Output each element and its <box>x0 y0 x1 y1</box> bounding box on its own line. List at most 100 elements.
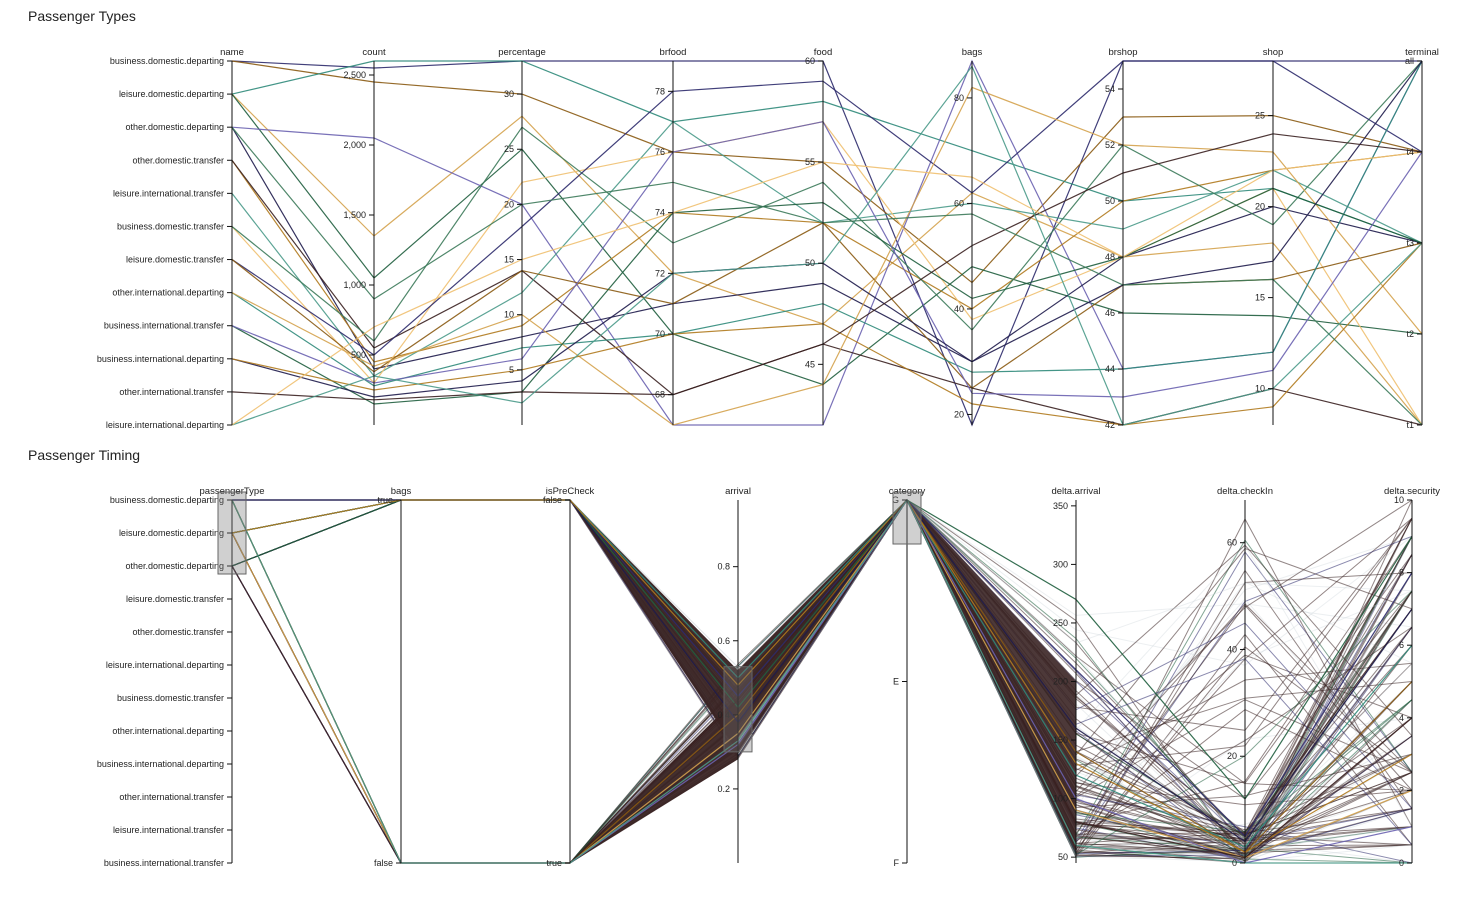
axis-title[interactable]: food <box>814 47 833 58</box>
data-line[interactable] <box>231 133 1423 401</box>
brush-selection[interactable] <box>723 666 753 753</box>
axis-title[interactable]: shop <box>1263 47 1284 58</box>
tick-label: 30 <box>504 89 514 99</box>
tick-label: business.international.transfer <box>104 858 224 868</box>
axis-shop[interactable]: shop 10 15 20 25 <box>1255 47 1283 425</box>
data-line[interactable] <box>231 498 1412 864</box>
background-line <box>231 499 1413 857</box>
tick-label: G <box>892 495 899 505</box>
tick-label: leisure.international.departing <box>106 660 224 670</box>
tick-label: 2 <box>1399 785 1404 795</box>
data-line[interactable] <box>231 86 1423 426</box>
tick-label: 20 <box>954 409 964 419</box>
data-line[interactable] <box>231 60 1423 387</box>
axis-title[interactable]: arrival <box>725 486 751 497</box>
tick-label: t3 <box>1406 238 1414 248</box>
axis-title[interactable]: name <box>220 47 244 58</box>
background-line <box>231 499 1413 855</box>
axis-brshop[interactable]: brshop 42 44 46 48 50 52 54 <box>1105 47 1138 430</box>
tick-label: false <box>374 858 393 868</box>
tick-label: 15 <box>1255 293 1265 303</box>
tick-label: 20 <box>1255 202 1265 212</box>
tick-label: t2 <box>1406 329 1414 339</box>
background-line <box>231 499 1413 836</box>
background-line <box>231 499 1413 846</box>
axis-title[interactable]: brfood <box>660 47 687 58</box>
tick-label: true <box>546 858 562 868</box>
axis-title[interactable]: terminal <box>1405 47 1439 58</box>
data-line[interactable] <box>231 60 1423 284</box>
tick-label: t4 <box>1406 147 1414 157</box>
data-line[interactable] <box>231 126 1423 426</box>
tick-label: 76 <box>655 147 665 157</box>
data-line[interactable] <box>231 120 1423 377</box>
tick-label: 72 <box>655 268 665 278</box>
background-line <box>232 499 1413 833</box>
tick-label: 2,500 <box>343 70 366 80</box>
axis-title[interactable]: isPreCheck <box>546 486 595 497</box>
axis-title[interactable]: brshop <box>1108 47 1137 58</box>
tick-label: 8 <box>1399 568 1404 578</box>
axis-brfood[interactable]: brfood 68 70 72 74 76 78 <box>655 47 686 425</box>
tick-label: 0 <box>1232 858 1237 868</box>
tick-label: other.international.departing <box>112 288 224 298</box>
tick-label: false <box>543 495 562 505</box>
axis-title[interactable]: count <box>362 47 386 58</box>
brush-selection[interactable] <box>217 491 247 575</box>
axis-title[interactable]: delta.security <box>1384 486 1440 497</box>
axis-title[interactable]: bags <box>962 47 983 58</box>
axis-delta-checkin[interactable]: delta.checkIn 0 20 40 60 <box>1217 486 1273 868</box>
tick-label: 25 <box>504 144 514 154</box>
axis-bags[interactable]: bags 20 40 60 80 <box>954 47 983 425</box>
background-line <box>231 499 1413 848</box>
brush-selection[interactable] <box>892 491 922 545</box>
axis-percentage[interactable]: percentage 5 10 15 20 25 30 <box>498 47 546 425</box>
background-line <box>232 499 1413 852</box>
tick-label: 1,500 <box>343 210 366 220</box>
data-line[interactable] <box>231 187 1423 405</box>
tick-label: business.domestic.departing <box>110 56 224 66</box>
tick-label: 200 <box>1053 677 1068 687</box>
axis-passengertype[interactable]: passengerTypebusiness.domestic.departing… <box>97 486 265 868</box>
passenger-timing-chart[interactable]: passengerTypebusiness.domestic.departing… <box>0 440 1469 880</box>
tick-label: 80 <box>954 93 964 103</box>
tick-label: other.domestic.departing <box>125 122 224 132</box>
axis-title[interactable]: percentage <box>498 47 546 58</box>
tick-label: 350 <box>1053 501 1068 511</box>
axis-title[interactable]: delta.arrival <box>1051 486 1100 497</box>
lines-group <box>231 498 1413 864</box>
axis-title[interactable]: delta.checkIn <box>1217 486 1273 497</box>
background-line <box>231 499 1413 833</box>
background-line <box>232 499 1413 847</box>
tick-label: other.domestic.transfer <box>132 627 224 637</box>
data-line[interactable] <box>231 60 1423 244</box>
data-line[interactable] <box>231 121 1423 426</box>
data-line[interactable] <box>231 499 1413 848</box>
tick-label: 4 <box>1399 713 1404 723</box>
tick-label: 60 <box>954 198 964 208</box>
tick-label: 500 <box>351 350 366 360</box>
axis-delta-arrival[interactable]: delta.arrival 50 100 150 200 250 300 350 <box>1051 486 1101 863</box>
background-line <box>231 499 1413 849</box>
axis-title[interactable]: bags <box>391 486 412 497</box>
background-line <box>231 499 1413 844</box>
background-line <box>232 499 1413 847</box>
tick-label: leisure.international.departing <box>106 420 224 430</box>
axis-count[interactable]: count 500 1,000 1,500 2,000 2,500 <box>343 47 386 425</box>
data-line[interactable] <box>231 499 1413 853</box>
axis-food[interactable]: food 45 50 55 60 <box>805 47 832 425</box>
tick-label: 60 <box>1227 538 1237 548</box>
background-line <box>231 498 1413 851</box>
tick-label: 0.8 <box>717 562 730 572</box>
background-line <box>231 499 1413 846</box>
tick-label: 74 <box>655 208 665 218</box>
background-line <box>231 499 1413 864</box>
axis-delta-security[interactable]: delta.security 0 2 4 6 8 10 <box>1384 486 1440 868</box>
tick-label: 42 <box>1105 420 1115 430</box>
tick-label: 10 <box>1255 384 1265 394</box>
